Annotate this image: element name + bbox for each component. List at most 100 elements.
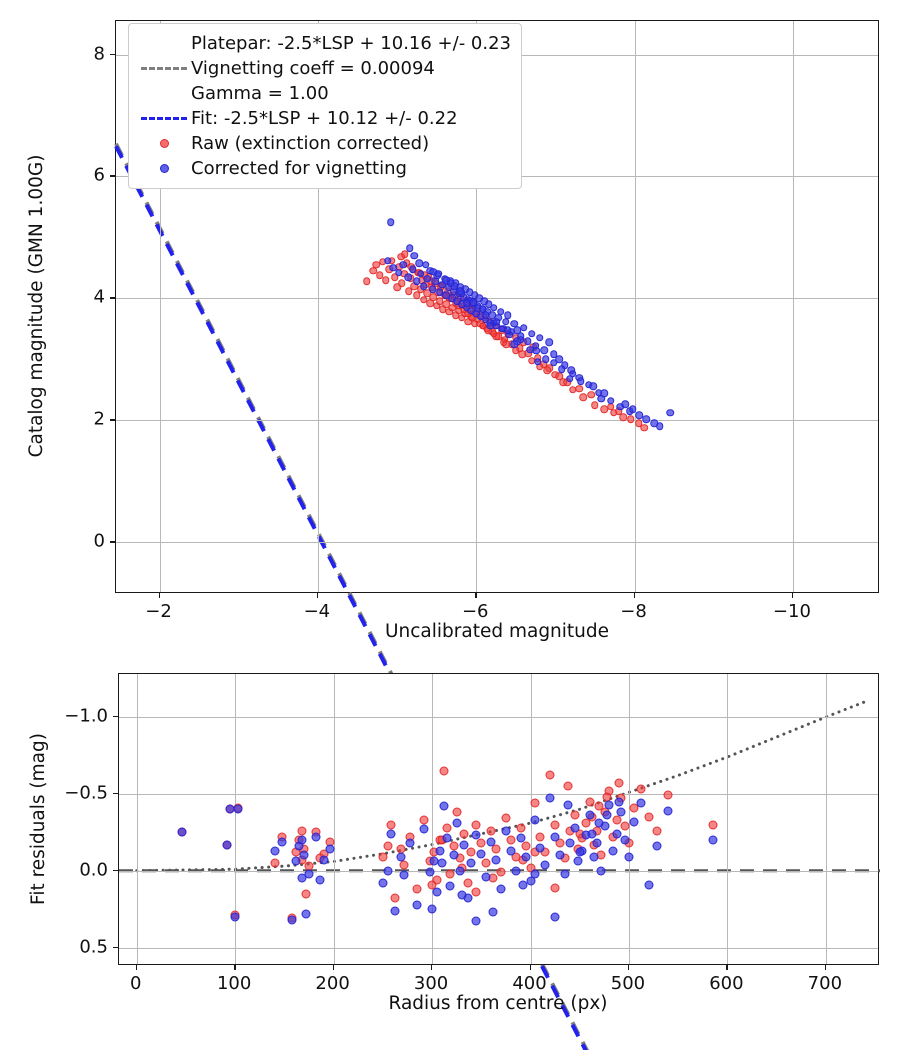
scatter-point (492, 322, 500, 330)
scatter-point (412, 884, 422, 894)
scatter-point (539, 360, 548, 368)
scatter-point (575, 847, 585, 857)
y-tick-mark (113, 792, 118, 795)
x-tick-label: −4 (303, 601, 331, 622)
x-tick-label: 0 (129, 973, 142, 994)
scatter-point (429, 856, 439, 866)
scatter-point (612, 829, 622, 839)
scatter-point (540, 847, 550, 857)
scatter-point (297, 835, 307, 845)
scatter-point (534, 354, 542, 362)
gridline-horizontal (119, 793, 878, 795)
scatter-point (448, 303, 457, 312)
scatter-point (519, 338, 528, 346)
scatter-point (545, 364, 553, 373)
gridline-vertical (792, 21, 794, 592)
scatter-point (510, 320, 518, 328)
gridline-vertical (235, 674, 237, 964)
scatter-point (437, 835, 447, 845)
scatter-point (663, 806, 673, 816)
scatter-point (437, 282, 446, 290)
residuals-y-axis-label: Fit residuals (mag) (28, 733, 49, 905)
scatter-point (604, 800, 614, 810)
legend-label-corrected: Corrected for vignetting (191, 158, 407, 179)
scatter-point (600, 389, 609, 398)
scatter-point (569, 386, 577, 394)
scatter-point (635, 411, 644, 420)
scatter-point (435, 835, 445, 845)
scatter-point (478, 305, 487, 314)
scatter-point (540, 860, 550, 870)
scatter-point (505, 331, 514, 339)
x-tick-mark (431, 965, 433, 970)
scatter-point (557, 365, 566, 373)
scatter-point (521, 852, 531, 862)
scatter-point (462, 303, 471, 312)
scatter-point (401, 250, 409, 259)
scatter-point (415, 269, 423, 277)
scatter-point (455, 301, 463, 310)
scatter-point (587, 390, 595, 399)
scatter-point (389, 264, 397, 272)
scatter-point (404, 273, 412, 281)
scatter-point (456, 287, 465, 295)
scatter-point (390, 906, 400, 916)
scatter-point (592, 838, 602, 848)
scatter-point (467, 306, 476, 315)
scatter-point (614, 407, 623, 415)
scatter-point (470, 320, 479, 328)
scatter-point (319, 849, 329, 859)
scatter-point (497, 325, 506, 333)
scatter-point (570, 810, 580, 820)
scatter-point (466, 305, 474, 314)
x-tick-mark (158, 593, 160, 598)
scatter-point (629, 405, 637, 414)
scatter-point (608, 846, 618, 856)
scatter-point (471, 830, 481, 840)
scatter-point (439, 801, 449, 811)
scatter-point (616, 807, 626, 817)
scatter-point (502, 340, 511, 348)
gridline-vertical (432, 674, 434, 964)
scatter-point (418, 276, 427, 284)
scatter-point (287, 913, 297, 923)
scatter-point (614, 778, 624, 788)
scatter-point (432, 887, 442, 897)
scatter-point (445, 308, 454, 316)
scatter-point (474, 301, 482, 310)
scatter-point (652, 826, 662, 836)
scatter-point (450, 287, 458, 295)
scatter-point (652, 841, 662, 851)
scatter-point (382, 276, 390, 284)
legend-entry-corrected: Corrected for vignetting (137, 156, 511, 181)
scatter-point (410, 251, 419, 260)
scatter-point (400, 270, 408, 278)
scatter-point (575, 829, 585, 839)
scatter-point (597, 395, 606, 403)
scatter-point (379, 258, 387, 266)
scatter-point (476, 311, 484, 320)
scatter-point (577, 846, 587, 856)
legend-entry-raw: Raw (extinction corrected) (137, 131, 511, 156)
scatter-point (567, 366, 575, 375)
scatter-point (488, 873, 498, 883)
scatter-point (405, 838, 415, 848)
scatter-point (524, 349, 533, 357)
scatter-point (594, 818, 604, 828)
scatter-point (466, 858, 476, 868)
scatter-point (581, 830, 591, 840)
scatter-point (425, 867, 435, 877)
scatter-point (386, 218, 395, 226)
scatter-point (488, 311, 496, 320)
scatter-point (413, 277, 421, 286)
scatter-point (521, 841, 531, 851)
gridline-horizontal (116, 542, 878, 544)
scatter-point (589, 382, 598, 390)
scatter-point (428, 283, 436, 292)
scatter-point (304, 861, 314, 871)
scatter-point (532, 347, 541, 355)
y-tick-mark (110, 53, 115, 55)
scatter-point (577, 833, 587, 843)
scatter-point (299, 844, 309, 854)
scatter-point (433, 271, 442, 279)
